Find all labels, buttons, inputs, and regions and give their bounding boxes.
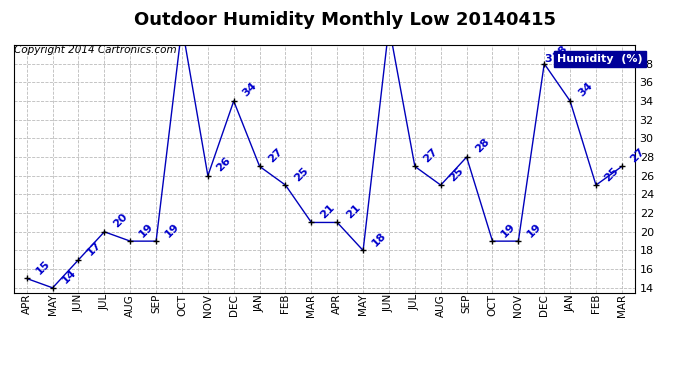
Text: 42: 42 xyxy=(0,374,1,375)
Text: 34: 34 xyxy=(241,81,259,99)
Text: 27: 27 xyxy=(422,146,440,164)
Text: 21: 21 xyxy=(318,202,336,220)
Text: 42: 42 xyxy=(0,374,1,375)
Text: 19: 19 xyxy=(500,221,518,239)
Text: 25: 25 xyxy=(293,165,310,183)
Text: 26: 26 xyxy=(215,156,233,174)
Text: 18: 18 xyxy=(370,230,388,248)
Text: Humidity  (%): Humidity (%) xyxy=(558,54,643,64)
Text: 15: 15 xyxy=(34,258,52,276)
Text: 20: 20 xyxy=(111,211,129,230)
Text: 19: 19 xyxy=(163,221,181,239)
Text: 21: 21 xyxy=(344,202,362,220)
Text: 27: 27 xyxy=(266,146,284,164)
Text: 28: 28 xyxy=(473,137,491,155)
Text: 19: 19 xyxy=(525,221,544,239)
Text: 3: 3 xyxy=(544,54,552,64)
Text: 17: 17 xyxy=(86,240,104,258)
Text: 14: 14 xyxy=(59,267,78,286)
Text: 25: 25 xyxy=(603,165,621,183)
Text: Outdoor Humidity Monthly Low 20140415: Outdoor Humidity Monthly Low 20140415 xyxy=(134,11,556,29)
Text: 25: 25 xyxy=(448,165,466,183)
Text: 38: 38 xyxy=(551,44,569,62)
Text: 27: 27 xyxy=(629,146,647,164)
Text: 34: 34 xyxy=(577,81,595,99)
Text: 19: 19 xyxy=(137,221,155,239)
Text: Copyright 2014 Cartronics.com: Copyright 2014 Cartronics.com xyxy=(14,45,177,55)
